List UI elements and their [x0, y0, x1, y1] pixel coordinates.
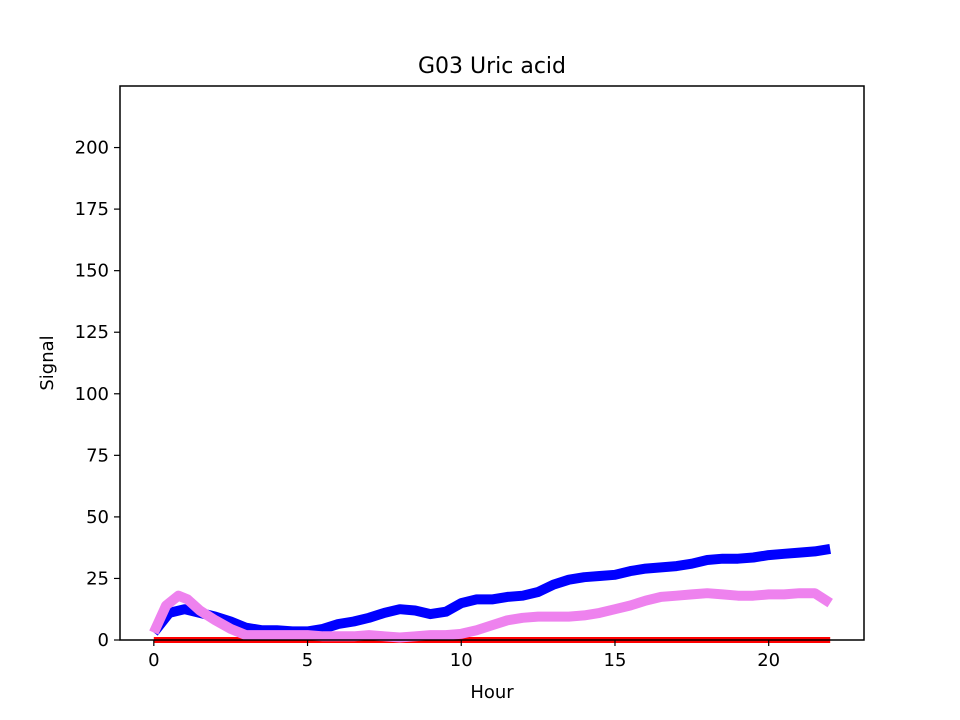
y-tick-label: 100 [75, 384, 109, 405]
x-tick-label: 10 [450, 650, 473, 671]
plot-frame [119, 85, 865, 641]
y-tick-label: 50 [86, 507, 109, 528]
y-tick-label: 125 [75, 322, 109, 343]
x-tick-label: 15 [604, 650, 627, 671]
y-tick-label: 25 [86, 568, 109, 589]
x-tick-label: 20 [757, 650, 780, 671]
y-tick-label: 75 [86, 445, 109, 466]
y-tick-label: 175 [75, 199, 109, 220]
y-tick-label: 150 [75, 261, 109, 282]
x-tick-label: 0 [148, 650, 159, 671]
x-tick-label: 5 [302, 650, 313, 671]
series-line-violet [149, 588, 833, 643]
y-tick-label: 200 [75, 138, 109, 159]
y-axis-label: Signal [37, 335, 58, 390]
y-tick-label: 0 [98, 630, 109, 651]
chart-title: G03 Uric acid [418, 54, 566, 79]
x-axis-label: Hour [470, 682, 514, 703]
